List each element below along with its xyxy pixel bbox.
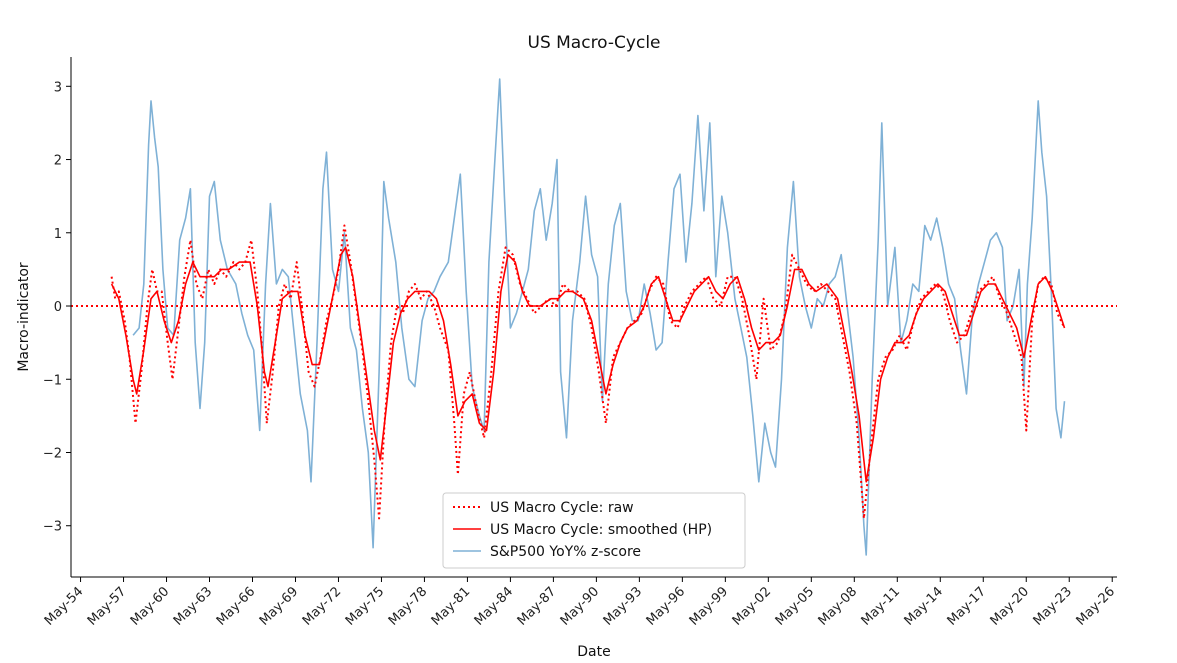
- x-tick-label: May-60: [128, 584, 172, 628]
- x-tick-label: May-84: [472, 584, 516, 628]
- legend: US Macro Cycle: raw US Macro Cycle: smoot…: [442, 492, 746, 569]
- y-tick-label: 0: [54, 300, 62, 315]
- x-tick-label: May-57: [85, 584, 129, 628]
- x-tick-label: May-54: [42, 584, 86, 628]
- x-tick-label: May-72: [300, 584, 344, 628]
- x-tick-label: May-02: [730, 584, 774, 628]
- x-tick-label: May-87: [515, 584, 559, 628]
- x-tick-label: May-11: [859, 584, 903, 628]
- x-ticks: May-54May-57May-60May-63May-66May-69May-…: [42, 577, 1118, 629]
- x-tick-label: May-26: [1074, 584, 1118, 628]
- y-ticks: −3 −2 −1 0 1 2 3: [43, 80, 71, 535]
- x-tick-label: May-66: [214, 584, 258, 628]
- legend-box: [442, 492, 746, 569]
- series-line-3: [132, 78, 1066, 556]
- x-tick-label: May-08: [816, 584, 860, 628]
- y-tick-label: 3: [54, 80, 62, 95]
- x-tick-label: May-78: [386, 584, 430, 628]
- x-axis-label: Date: [577, 644, 610, 660]
- series-line-1: [110, 224, 1066, 520]
- x-tick-label: May-99: [687, 584, 731, 628]
- x-tick-label: May-75: [343, 584, 387, 628]
- x-tick-label: May-05: [773, 584, 817, 628]
- y-tick-label: 2: [54, 154, 62, 169]
- legend-entry-label: US Macro Cycle: raw: [490, 500, 634, 516]
- x-tick-label: May-14: [902, 584, 946, 628]
- x-tick-label: May-63: [171, 584, 215, 628]
- series-line-2: [110, 246, 1066, 483]
- x-tick-label: May-96: [644, 584, 688, 628]
- legend-entry-label: US Macro Cycle: smoothed (HP): [490, 522, 712, 538]
- y-tick-label: −3: [43, 520, 62, 535]
- x-tick-label: May-93: [601, 584, 645, 628]
- plot-area: [71, 78, 1117, 556]
- chart-title: US Macro-Cycle: [528, 33, 661, 53]
- x-tick-label: May-69: [257, 584, 301, 628]
- x-tick-label: May-17: [945, 584, 989, 628]
- x-tick-label: May-90: [558, 584, 602, 628]
- series-layer: [110, 78, 1066, 556]
- y-tick-label: −2: [43, 446, 62, 461]
- y-axis-label: Macro-indicator: [16, 262, 32, 372]
- x-tick-label: May-20: [988, 584, 1032, 628]
- y-tick-label: −1: [43, 373, 62, 388]
- x-tick-label: May-23: [1031, 584, 1075, 628]
- y-tick-label: 1: [54, 227, 62, 242]
- x-tick-label: May-81: [429, 584, 473, 628]
- legend-entry-label: S&P500 YoY% z-score: [490, 544, 641, 560]
